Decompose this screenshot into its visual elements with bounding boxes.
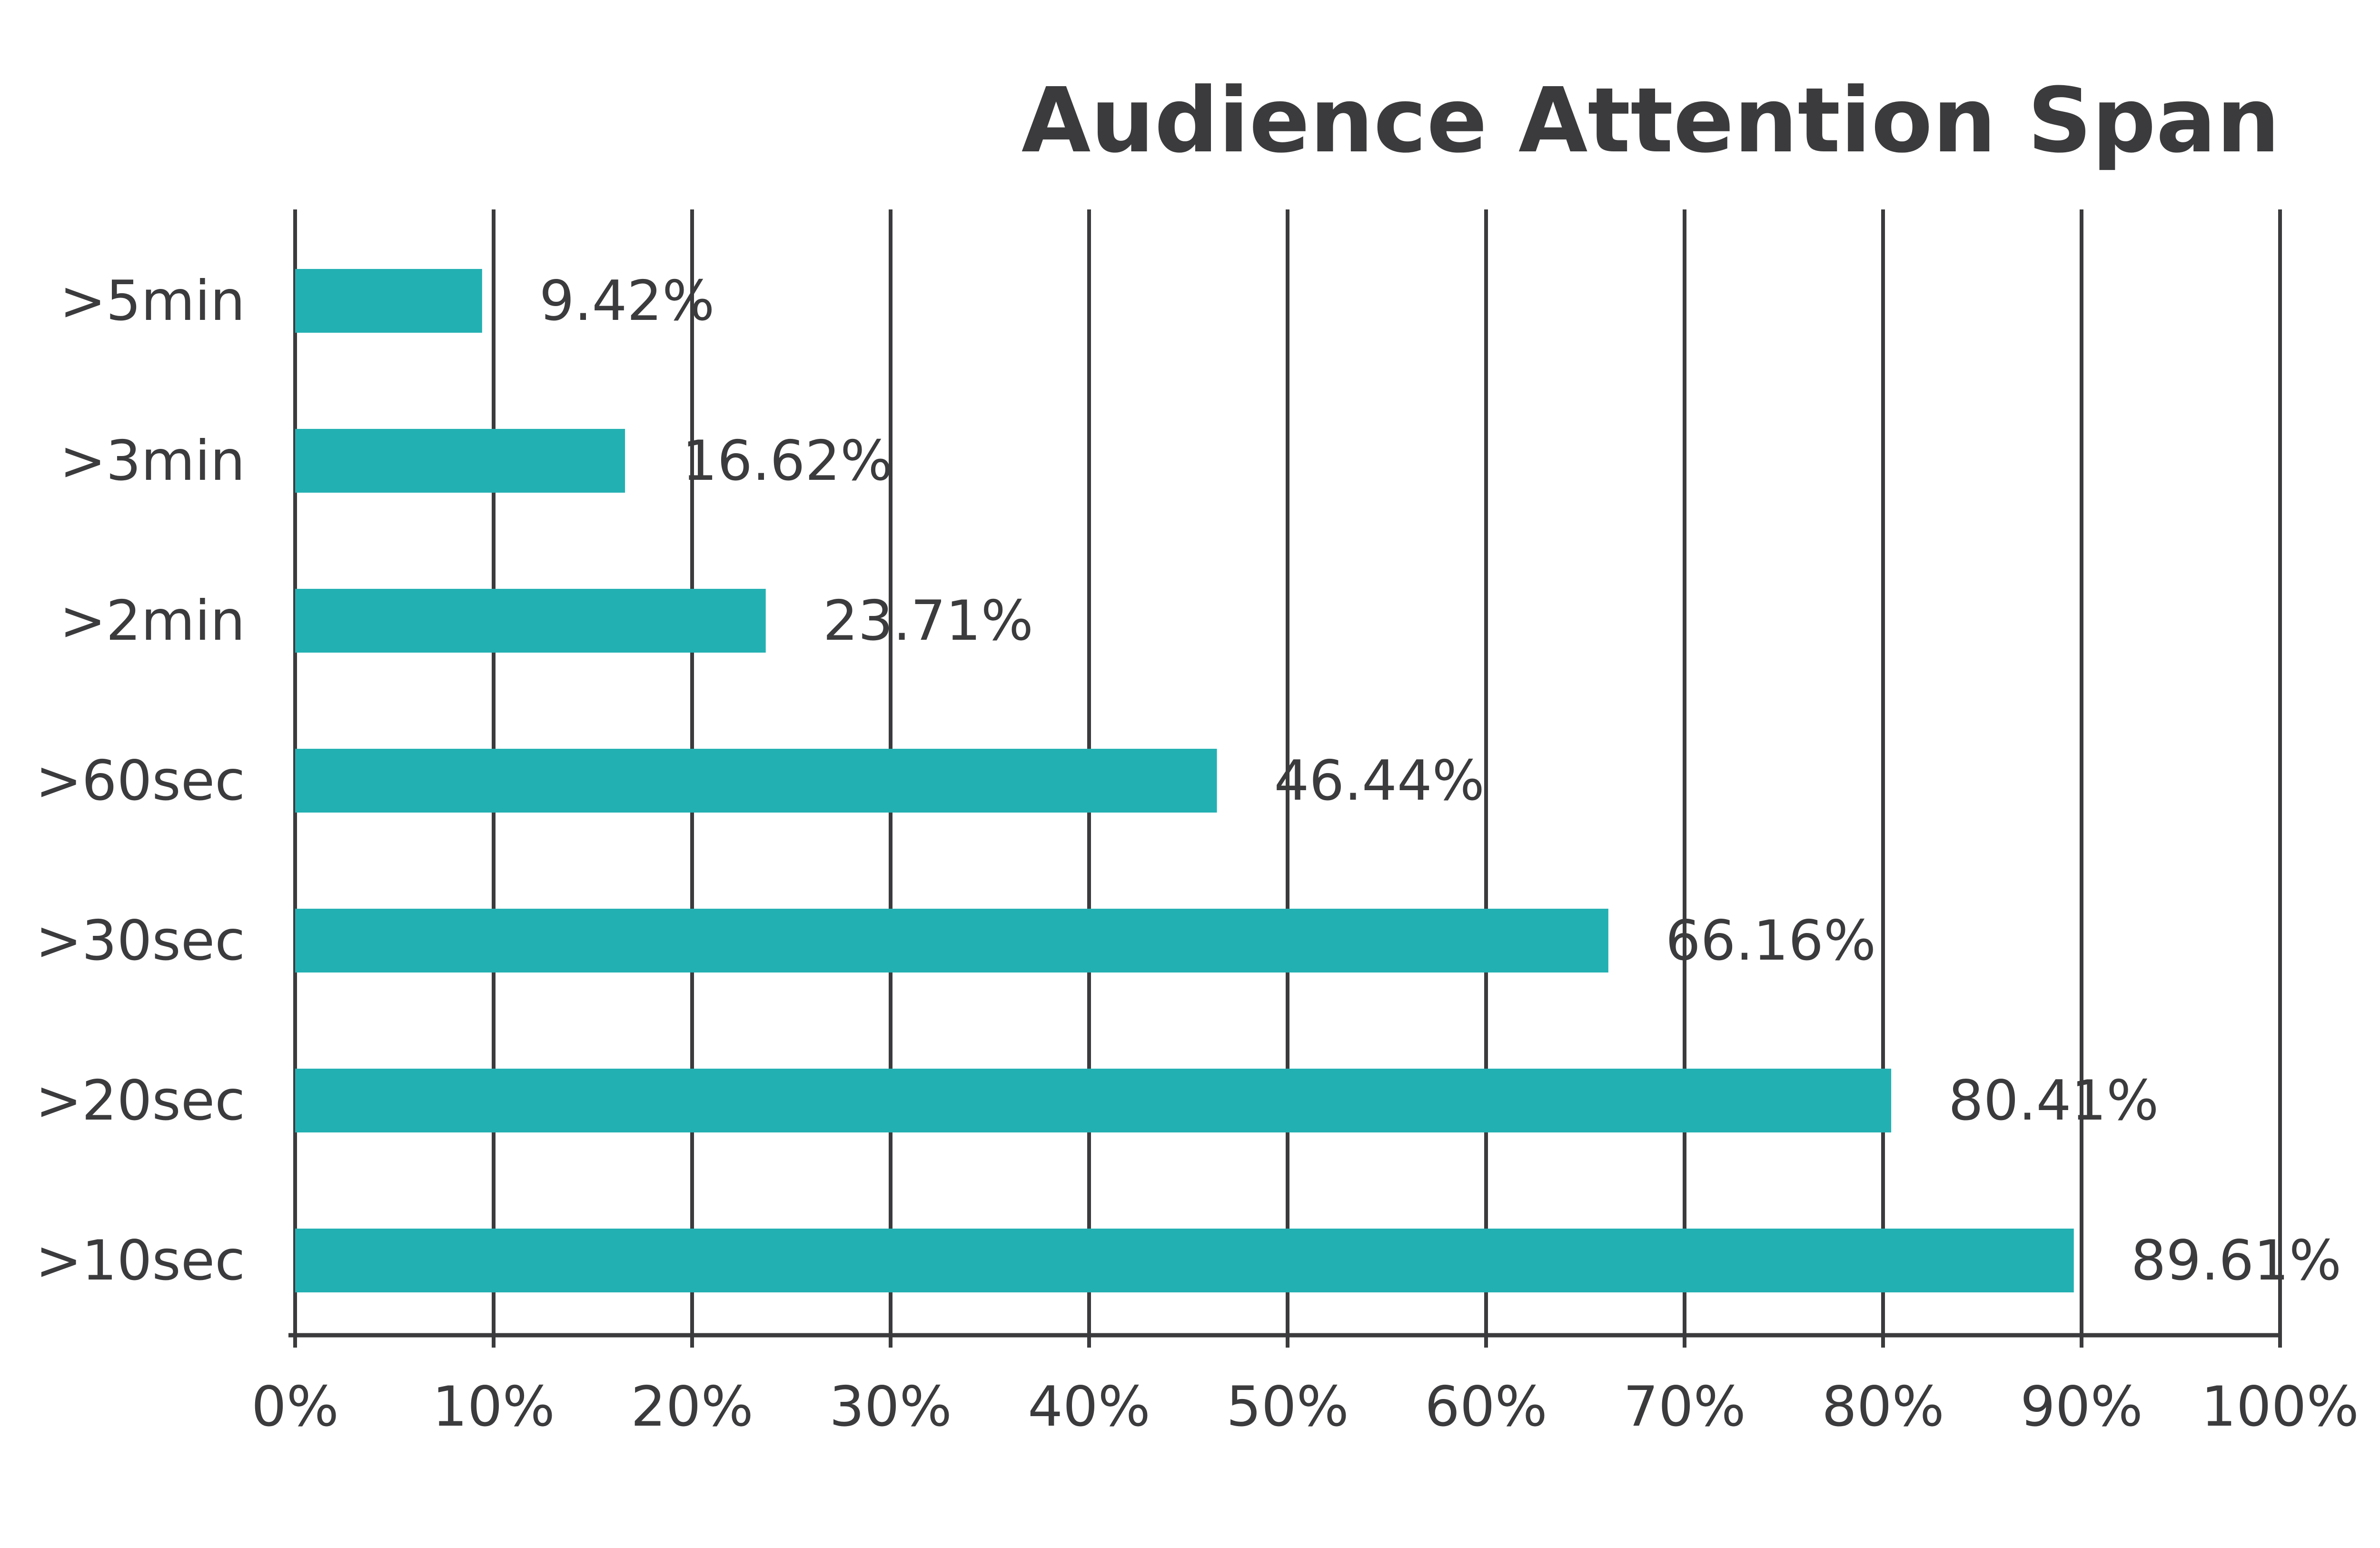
- x-tick-label: 70%: [1623, 1375, 1746, 1439]
- category-label: >2min: [60, 589, 245, 653]
- x-tick-label: 90%: [2020, 1375, 2143, 1439]
- bar: [295, 909, 1608, 972]
- labels: >5min 9.42% >3min 16.62% >2min 23.71% >60sec 46…: [36, 269, 2341, 1293]
- x-tick-label: 0%: [251, 1375, 339, 1439]
- data-label: 80.41%: [1948, 1069, 2159, 1133]
- x-tick-label: 30%: [829, 1375, 952, 1439]
- data-label: 9.42%: [539, 269, 715, 333]
- x-axis: 0% 10% 20% 30% 40% 50% 60% 70% 80% 90% 100%: [251, 1333, 2359, 1439]
- category-label: >5min: [60, 269, 245, 333]
- category-label: >20sec: [36, 1069, 245, 1133]
- chart-title: Audience Attention Span: [1021, 69, 2280, 173]
- data-label: 66.16%: [1666, 909, 1876, 973]
- category-label: >30sec: [36, 909, 245, 973]
- data-label: 23.71%: [823, 589, 1033, 653]
- x-tick-label: 80%: [1822, 1375, 1944, 1439]
- x-tick-label: 60%: [1425, 1375, 1547, 1439]
- bar: [295, 269, 482, 333]
- x-tick-label: 10%: [432, 1375, 555, 1439]
- data-label: 46.44%: [1274, 749, 1485, 813]
- data-label: 16.62%: [682, 429, 892, 493]
- bar: [295, 1069, 1892, 1132]
- bar: [295, 1229, 2074, 1292]
- x-tick-label: 20%: [631, 1375, 754, 1439]
- category-label: >10sec: [36, 1229, 245, 1293]
- x-tick-label: 40%: [1028, 1375, 1150, 1439]
- category-label: >60sec: [36, 749, 245, 813]
- bars: [295, 269, 2074, 1292]
- x-tick-label: 50%: [1226, 1375, 1349, 1439]
- x-tick-label: 100%: [2201, 1375, 2359, 1439]
- bar: [295, 749, 1217, 813]
- bar: [295, 589, 766, 653]
- bar: [295, 429, 625, 493]
- category-label: >3min: [60, 429, 245, 493]
- data-label: 89.61%: [2131, 1229, 2341, 1293]
